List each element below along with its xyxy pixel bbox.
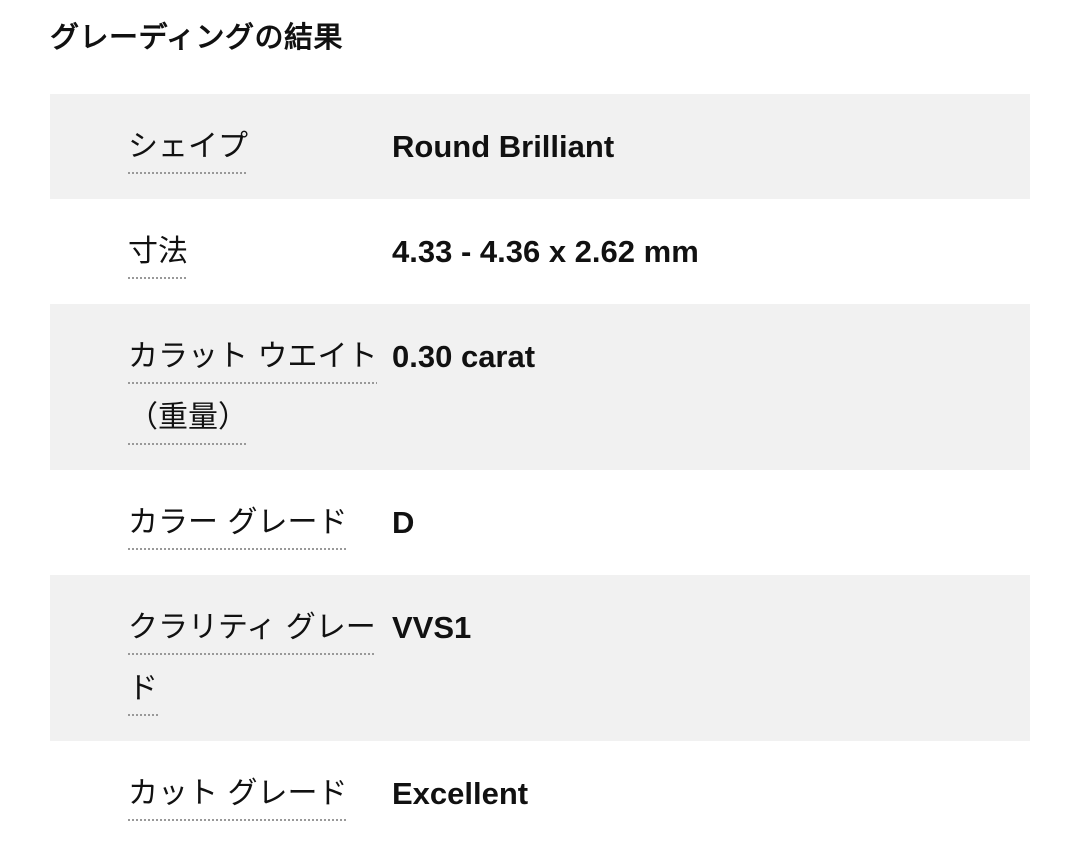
table-row-color-grade: カラー グレード D: [50, 470, 1030, 575]
table-row-shape: シェイプ Round Brilliant: [50, 94, 1030, 199]
row-label[interactable]: シェイプ: [128, 129, 248, 164]
row-label[interactable]: 寸法: [128, 234, 188, 269]
row-label[interactable]: クラリティ グレード: [128, 610, 376, 706]
row-value: VVS1: [392, 610, 472, 645]
section-title: グレーディングの結果: [50, 20, 343, 54]
grading-results-table: シェイプ Round Brilliant 寸法 4.33 - 4.36 x 2.…: [50, 94, 1030, 846]
row-value: Round Brilliant: [392, 129, 615, 164]
row-value: 4.33 - 4.36 x 2.62 mm: [392, 234, 699, 269]
row-label[interactable]: カラット ウエイト（重量）: [128, 339, 378, 435]
table-row-cut-grade: カット グレード Excellent: [50, 741, 1030, 846]
row-label[interactable]: カラー グレード: [128, 505, 348, 540]
row-value: Excellent: [392, 776, 529, 811]
table-row-clarity-grade: クラリティ グレード VVS1: [50, 575, 1030, 741]
table-row-carat-weight: カラット ウエイト（重量） 0.30 carat: [50, 304, 1030, 470]
row-value: D: [392, 505, 415, 540]
table-row-measurements: 寸法 4.33 - 4.36 x 2.62 mm: [50, 199, 1030, 304]
row-label[interactable]: カット グレード: [128, 776, 348, 811]
row-value: 0.30 carat: [392, 339, 536, 374]
